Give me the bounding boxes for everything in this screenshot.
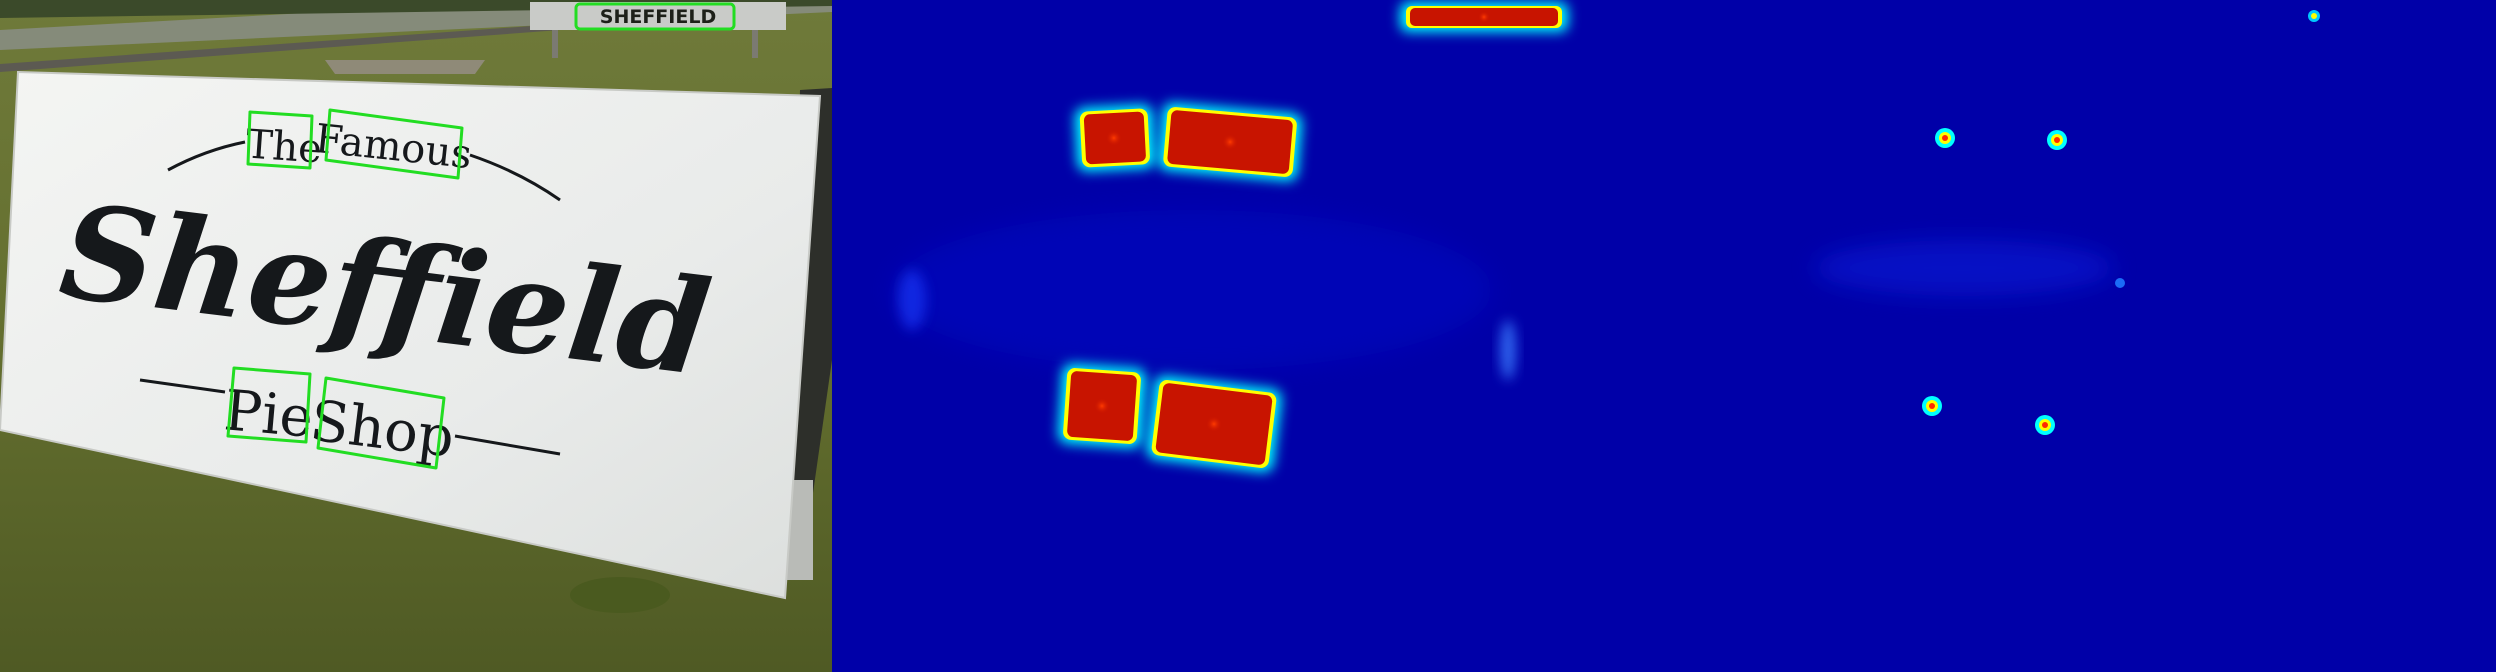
detection-box-pie — [226, 366, 312, 444]
region-blob-shop — [1146, 375, 1282, 473]
region-blob-sheffield — [1400, 2, 1568, 32]
background-sign — [530, 2, 786, 30]
detection-box-shop — [316, 376, 446, 470]
fence-rail — [0, 24, 560, 72]
center-point-famous — [2047, 130, 2067, 150]
detection-box-the — [246, 110, 314, 170]
photo-panel: SHEFFIELD The Famous Sheffield Pie Shop — [0, 0, 832, 672]
region-blob-pie — [1057, 363, 1147, 449]
center-point-sheffield — [2308, 10, 2320, 22]
center-heatmap-panel — [1664, 0, 2496, 672]
detection-box-famous — [324, 108, 464, 180]
photo-scene: SHEFFIELD The Famous Sheffield Pie Shop — [0, 0, 832, 672]
bench — [325, 60, 485, 74]
region-heatmap-panel — [832, 0, 1664, 672]
region-blob-famous — [1158, 102, 1302, 182]
detection-box-background-sign — [574, 2, 736, 31]
region-blob-the — [1074, 104, 1156, 172]
center-point-the — [1935, 128, 1955, 148]
main-sign-board — [0, 70, 822, 600]
region-heatmap — [832, 0, 1664, 672]
center-point-shop — [2035, 415, 2055, 435]
center-point-pie — [1922, 396, 1942, 416]
background-sign-text: SHEFFIELD — [600, 6, 716, 28]
center-heatmap — [1664, 0, 2496, 672]
